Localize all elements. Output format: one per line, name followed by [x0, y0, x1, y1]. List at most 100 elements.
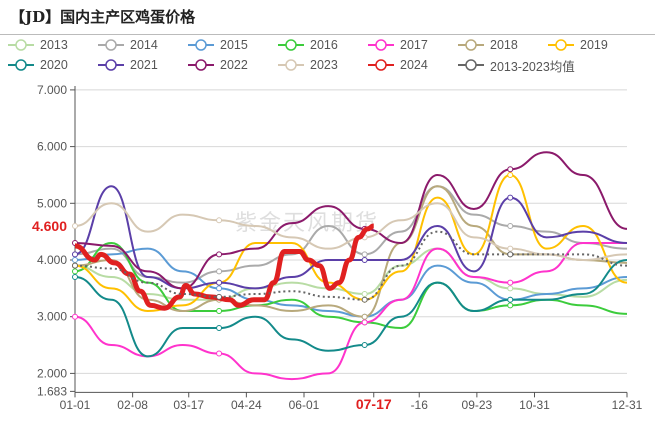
- series-line-2022: [74, 151, 628, 290]
- y-tick-label: 7.000: [37, 83, 67, 97]
- legend-marker-icon: [278, 39, 304, 51]
- series-line-2019: [74, 173, 628, 313]
- data-point: [507, 251, 514, 258]
- legend-marker-icon: [8, 39, 34, 51]
- legend-item-2016[interactable]: 2016: [278, 36, 338, 54]
- legend-item-2024[interactable]: 2024: [368, 56, 428, 74]
- data-point: [72, 251, 78, 258]
- legend-item-2021[interactable]: 2021: [98, 56, 158, 74]
- chart-title: 【JD】国内主产区鸡蛋价格: [10, 8, 196, 26]
- data-point: [216, 308, 223, 315]
- series-line-2014: [74, 185, 628, 284]
- legend-marker-icon: [278, 59, 304, 71]
- legend-label: 2016: [310, 38, 338, 52]
- y-tick-label: 6.000: [37, 140, 67, 154]
- legend-marker-icon: [548, 39, 574, 51]
- data-point: [216, 279, 223, 286]
- legend-label: 2013-2023均值: [490, 59, 575, 74]
- y-tick-label: 5.000: [37, 196, 67, 210]
- y-tick-label: 1.683: [37, 384, 67, 398]
- x-tick-label: 09-23: [462, 398, 493, 412]
- x-tick-label: 06-01: [289, 398, 320, 412]
- data-point: [216, 251, 223, 258]
- legend-marker-icon: [98, 39, 124, 51]
- legend-marker-icon: [458, 59, 484, 71]
- data-point: [361, 296, 368, 303]
- title-divider: [0, 34, 655, 35]
- legend-item-2022[interactable]: 2022: [188, 56, 248, 74]
- legend-marker-icon: [368, 59, 394, 71]
- data-point: [72, 313, 78, 320]
- legend-marker-icon: [8, 59, 34, 71]
- legend-item-2013-2023均值[interactable]: 2013-2023均值: [458, 56, 575, 74]
- legend-item-2020[interactable]: 2020: [8, 56, 68, 74]
- legend-label: 2019: [580, 38, 608, 52]
- data-point: [216, 217, 223, 224]
- x-tick-label: 01-01: [60, 398, 91, 412]
- data-point: [72, 274, 78, 281]
- x-tick-label: 10-31: [519, 398, 550, 412]
- series-line-2020: [74, 259, 628, 358]
- x-tick-label: -16: [411, 398, 429, 412]
- legend-item-2013[interactable]: 2013: [8, 36, 68, 54]
- y-tick-label: 2.000: [37, 366, 67, 380]
- legend-label: 2024: [400, 58, 428, 72]
- data-point: [507, 171, 514, 178]
- data-point: [361, 257, 368, 263]
- legend-item-2023[interactable]: 2023: [278, 56, 338, 74]
- data-point: [507, 279, 514, 286]
- watermark: 紫金天风期货: [235, 211, 380, 236]
- legend-label: 2014: [130, 38, 158, 52]
- legend: 2013 2014 2015 2016 2017 2018 2019 2020 2021 2022…: [0, 36, 658, 76]
- x-tick-label: 12-31: [612, 398, 643, 412]
- x-tick-label: 07-17: [356, 396, 392, 412]
- data-point: [216, 350, 223, 357]
- data-point: [507, 166, 514, 173]
- series-line-2017: [74, 241, 627, 381]
- legend-label: 2022: [220, 58, 248, 72]
- highlight-y-label: 4.600: [32, 218, 67, 234]
- legend-item-2018[interactable]: 2018: [458, 36, 518, 54]
- legend-marker-icon: [188, 39, 214, 51]
- data-point: [361, 291, 368, 298]
- data-point: [72, 268, 78, 275]
- data-point: [72, 257, 78, 263]
- x-tick-label: 04-24: [231, 398, 262, 412]
- data-point: [507, 296, 514, 303]
- series-line-2013-2023均值: [74, 230, 628, 301]
- data-point: [507, 245, 514, 252]
- y-tick-label: 4.000: [37, 253, 67, 267]
- legend-item-2014[interactable]: 2014: [98, 36, 158, 54]
- legend-label: 2015: [220, 38, 248, 52]
- data-point: [507, 194, 514, 201]
- x-tick-label: 02-08: [117, 398, 148, 412]
- legend-marker-icon: [188, 59, 214, 71]
- legend-label: 2017: [400, 38, 428, 52]
- data-point: [361, 319, 368, 326]
- legend-label: 2021: [130, 58, 158, 72]
- data-point: [216, 325, 223, 332]
- legend-item-2019[interactable]: 2019: [548, 36, 608, 54]
- x-tick-label: 03-17: [173, 398, 204, 412]
- series-line-2016: [74, 241, 628, 330]
- series-line-2023: [74, 202, 628, 261]
- legend-label: 2013: [40, 38, 68, 52]
- legend-label: 2018: [490, 38, 518, 52]
- data-point: [361, 251, 368, 258]
- legend-marker-icon: [98, 59, 124, 71]
- y-tick-label: 3.000: [37, 310, 67, 324]
- series-line-2015: [74, 247, 628, 318]
- legend-item-2015[interactable]: 2015: [188, 36, 248, 54]
- highlight-y-bg: [4, 216, 68, 235]
- data-point: [361, 342, 368, 349]
- data-point: [507, 285, 514, 292]
- legend-label: 2023: [310, 58, 338, 72]
- data-point: [216, 268, 223, 275]
- data-point: [507, 302, 514, 309]
- data-point: [72, 222, 78, 229]
- data-point: [361, 313, 368, 320]
- legend-item-2017[interactable]: 2017: [368, 36, 428, 54]
- data-point: [72, 262, 78, 269]
- data-point: [216, 285, 223, 292]
